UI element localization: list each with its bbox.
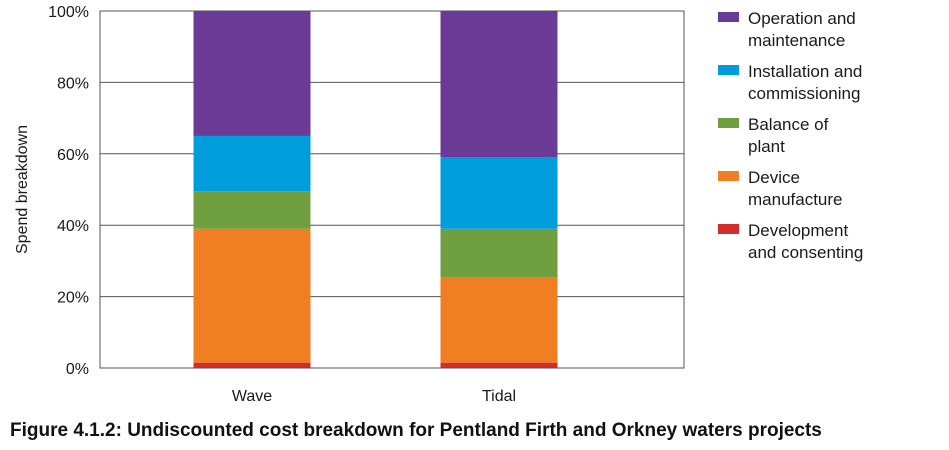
legend-swatch: [718, 118, 739, 128]
bar-segment-tidal-operation-and-maintenance: [440, 11, 558, 158]
legend-label: Installation and: [748, 62, 862, 81]
x-axis-categories: Wave Tidal: [232, 388, 516, 405]
bar-segment-tidal-installation-and-commissioning: [440, 157, 558, 229]
x-category-label: Wave: [232, 388, 272, 405]
y-tick-label: 40%: [57, 218, 89, 235]
legend-swatch: [718, 224, 739, 234]
bar-segment-wave-balance-of-plant: [193, 191, 311, 229]
bar-segment-wave-development-and-consenting: [193, 362, 311, 368]
y-tick-label: 80%: [57, 75, 89, 92]
y-axis-ticks: 0% 20% 40% 60% 80% 100%: [48, 4, 89, 378]
x-category-label: Tidal: [482, 388, 516, 405]
legend-swatch: [718, 171, 739, 181]
y-tick-label: 0%: [66, 361, 89, 378]
legend-label: Development: [748, 221, 848, 240]
plot-area-frame: [99, 10, 685, 369]
legend: Operation and maintenance Installation and…: [718, 9, 863, 262]
legend-label: and consenting: [748, 243, 863, 262]
y-tick-label: 100%: [48, 4, 89, 21]
legend-swatch: [718, 12, 739, 22]
legend-label: Operation and: [748, 9, 856, 28]
bar-segment-wave-installation-and-commissioning: [193, 135, 311, 192]
legend-label: maintenance: [748, 31, 845, 50]
legend-label: plant: [748, 137, 785, 156]
figure-caption: Figure 4.1.2: Undiscounted cost breakdow…: [10, 420, 822, 441]
bar-segment-tidal-device-manufacture: [440, 276, 558, 363]
legend-label: commissioning: [748, 84, 860, 103]
bar-segment-wave-device-manufacture: [193, 228, 311, 363]
bar-segment-tidal-development-and-consenting: [440, 362, 558, 368]
legend-swatch: [718, 65, 739, 75]
y-tick-label: 60%: [57, 147, 89, 164]
y-tick-label: 20%: [57, 290, 89, 307]
gridlines: [100, 81, 684, 298]
bars: [193, 11, 558, 368]
bar-segment-tidal-balance-of-plant: [440, 228, 558, 277]
stacked-bar-chart: 0% 20% 40% 60% 80% 100% Wave Tidal Spend break…: [14, 4, 863, 405]
legend-label: manufacture: [748, 190, 843, 209]
y-axis-label: Spend breakdown: [14, 125, 31, 254]
legend-label: Device: [748, 168, 800, 187]
bar-segment-wave-operation-and-maintenance: [193, 11, 311, 136]
legend-label: Balance of: [748, 115, 829, 134]
